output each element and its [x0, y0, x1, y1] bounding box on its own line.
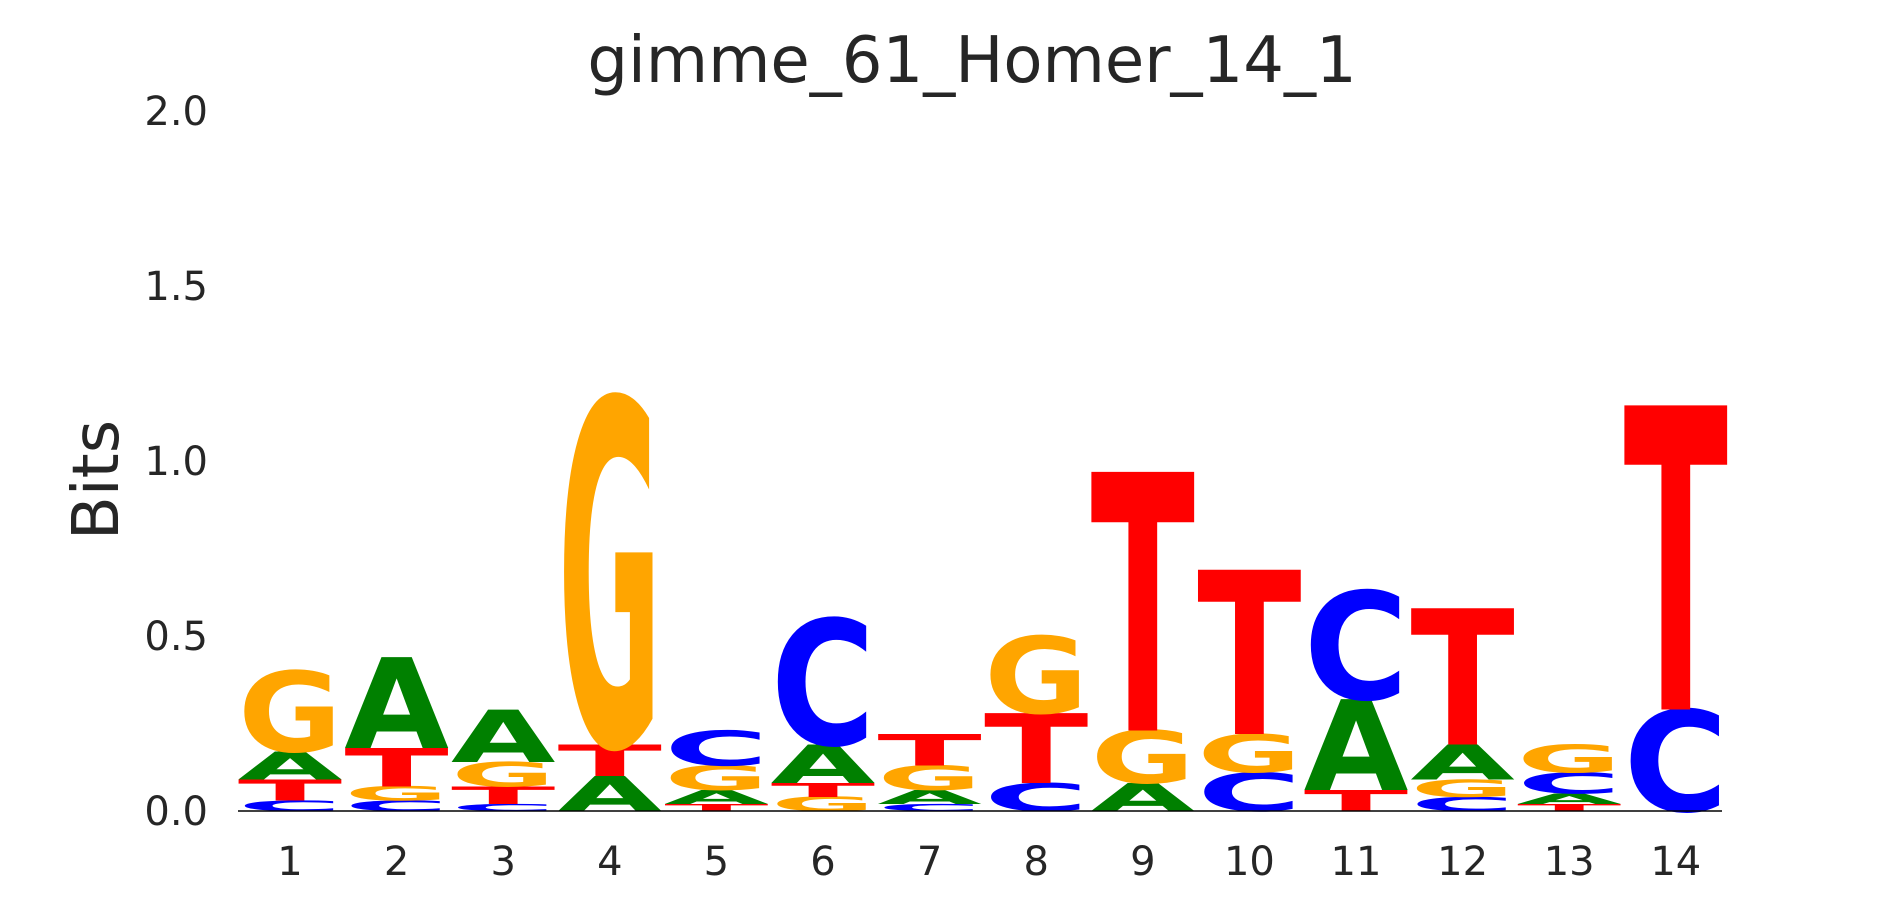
- logo-letter-G: G: [878, 759, 982, 798]
- x-tick-label: 1: [277, 839, 302, 885]
- x-axis-ticks: 1 2 3 4 5 6 7 8 9 10 11 12 13 14: [277, 839, 1701, 885]
- y-tick-label: 1.5: [144, 264, 208, 310]
- logo-letter-A: A: [877, 786, 982, 808]
- logo-letter-A: A: [1410, 735, 1515, 791]
- logo-letter-T: T: [451, 782, 556, 810]
- y-tick-label: 2.0: [144, 89, 208, 135]
- logo-letter-C: C: [664, 721, 769, 777]
- logo-column-11: TAC: [1304, 562, 1409, 820]
- x-tick-label: 9: [1130, 839, 1155, 885]
- y-tick-label: 1.0: [144, 439, 208, 485]
- logo-letter-G: G: [345, 783, 449, 805]
- logo-letter-G: G: [451, 755, 555, 794]
- x-tick-label: 11: [1331, 839, 1382, 885]
- logo-column-9: AGT: [1091, 402, 1196, 820]
- logo-letter-T: T: [877, 726, 982, 776]
- y-tick-label: 0.5: [144, 614, 208, 660]
- logo-letter-T: T: [1304, 784, 1408, 817]
- logo-letter-C: C: [1197, 762, 1302, 823]
- logo-letter-T: T: [1624, 323, 1729, 809]
- logo-letter-T: T: [984, 695, 1088, 806]
- logo-letter-A: A: [771, 735, 876, 796]
- y-axis-ticks: 0.0 0.5 1.0 1.5 2.0: [144, 89, 208, 835]
- x-tick-label: 13: [1544, 839, 1595, 885]
- logo-letter-T: T: [1091, 402, 1196, 815]
- logo-letter-C: C: [984, 775, 1089, 820]
- logo-letter-T: T: [238, 774, 342, 807]
- x-tick-label: 14: [1650, 839, 1701, 885]
- logo-letter-G: G: [984, 615, 1088, 738]
- logo-letter-T: T: [344, 738, 448, 799]
- logo-letter-A: A: [1304, 674, 1409, 820]
- logo-letter-T: T: [771, 779, 875, 801]
- x-tick-label: 2: [384, 839, 409, 885]
- logo-letter-G: G: [1197, 724, 1301, 785]
- x-tick-label: 3: [490, 839, 515, 885]
- logo-letter-T: T: [1197, 526, 1301, 788]
- y-tick-label: 0.0: [144, 789, 208, 835]
- logo-letter-A: A: [344, 632, 449, 778]
- logo-letter-C: C: [877, 802, 982, 813]
- logo-letter-T: T: [664, 802, 768, 813]
- logo-letter-A: A: [451, 696, 556, 780]
- logo-letter-A: A: [1517, 791, 1622, 808]
- logo-letter-A: A: [238, 744, 343, 788]
- logo-letter-C: C: [1624, 683, 1729, 845]
- logo-letter-C: C: [344, 798, 449, 815]
- x-tick-label: 10: [1224, 839, 1275, 885]
- logo-letter-A: A: [664, 786, 769, 808]
- logo-letter-C: C: [238, 798, 343, 815]
- x-tick-label: 7: [917, 839, 942, 885]
- logo-letter-T: T: [1410, 572, 1514, 790]
- logo-letter-T: T: [558, 736, 663, 786]
- logo-letter-C: C: [1410, 793, 1515, 815]
- logo-letter-A: A: [558, 767, 663, 823]
- y-axis-label: Bits: [60, 420, 134, 540]
- logo-column-4: ATG: [558, 305, 663, 857]
- x-tick-label: 12: [1437, 839, 1488, 885]
- logo-letter-G: G: [238, 650, 342, 778]
- logo-column-8: CTG: [984, 615, 1089, 820]
- logo-letter-C: C: [451, 802, 556, 813]
- x-tick-label: 6: [810, 839, 835, 885]
- logo-column-14: CT: [1624, 323, 1729, 844]
- logo-column-10: CGT: [1197, 526, 1302, 824]
- x-tick-label: 8: [1023, 839, 1048, 885]
- logo-letter-C: C: [771, 585, 876, 786]
- logo-letter-G: G: [664, 759, 768, 798]
- logo-letter-G: G: [558, 305, 662, 857]
- logo-letter-G: G: [1411, 775, 1515, 803]
- logo-letter-C: C: [1517, 767, 1622, 800]
- logo-letter-G: G: [771, 793, 875, 815]
- x-tick-label: 4: [597, 839, 622, 885]
- logo-letter-G: G: [1091, 717, 1195, 801]
- logo-letter-A: A: [1091, 776, 1196, 820]
- logo-letter-C: C: [1304, 562, 1409, 735]
- chart-title: gimme_61_Homer_14_1: [587, 24, 1356, 98]
- logo-letter-T: T: [1517, 802, 1621, 813]
- logo-letter-G: G: [1517, 737, 1621, 782]
- x-tick-label: 5: [704, 839, 729, 885]
